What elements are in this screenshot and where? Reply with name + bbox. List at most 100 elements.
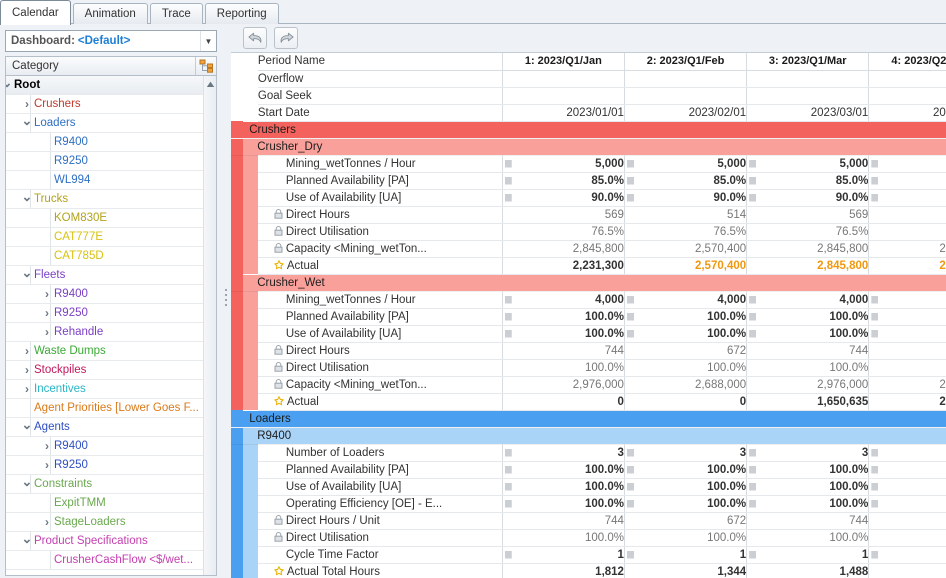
grid-subgroup-band[interactable]: Crusher_Dry	[231, 138, 946, 156]
tree-item-trucks[interactable]: ⌄ Trucks	[6, 190, 216, 209]
grid-cell[interactable]: 2,570,400	[624, 257, 748, 275]
grid-cell[interactable]: 90.0%	[624, 189, 748, 207]
grid-row-label[interactable]: Planned Availability [PA]	[257, 308, 503, 326]
grid-cell[interactable]: 2023/03/01	[746, 104, 870, 122]
grid-row-label[interactable]: Mining_wetTonnes / Hour	[257, 155, 503, 173]
grid-cell[interactable]: 100.0%	[624, 529, 748, 547]
grid-row-label[interactable]: Use of Availability [UA]	[257, 478, 503, 496]
grid-cell[interactable]: 720	[868, 563, 946, 578]
chevron-right-icon[interactable]: ›	[45, 458, 49, 472]
tab-animation[interactable]: Animation	[72, 3, 148, 26]
grid-cell[interactable]: 100.0%	[746, 495, 870, 513]
grid-cell[interactable]	[868, 70, 946, 88]
chevron-right-icon[interactable]: ›	[25, 382, 29, 396]
grid-cell[interactable]: 1,812	[502, 563, 625, 578]
tree-item-crushercashflow-wet[interactable]: CrusherCashFlow <$/wet...	[6, 551, 216, 570]
tab-calendar[interactable]: Calendar	[0, 0, 71, 25]
grid-cell[interactable]: 5,000	[502, 155, 625, 173]
grid-cell[interactable]: 76.5%	[502, 223, 625, 241]
tree-item-kom830e[interactable]: KOM830E	[6, 209, 216, 228]
grid-cell[interactable]: 672	[624, 512, 748, 530]
tree-item-agents[interactable]: ⌄ Agents	[6, 418, 216, 437]
grid-column-header[interactable]: 2: 2023/Q1/Feb	[624, 53, 748, 71]
grid-group-band[interactable]: Crushers	[231, 121, 946, 139]
tree-item-loaders[interactable]: ⌄ Loaders	[6, 114, 216, 133]
grid-cell[interactable]: 4,000	[746, 291, 870, 309]
tab-trace[interactable]: Trace	[149, 3, 203, 26]
tree-item-root[interactable]: ⌄Root	[6, 76, 216, 95]
grid-cell[interactable]: 100.0%	[746, 359, 870, 377]
chevron-right-icon[interactable]: ›	[45, 325, 49, 339]
grid-cell[interactable]: 569	[502, 206, 625, 224]
tree-item-r9250[interactable]: › R9250	[6, 456, 216, 475]
grid-cell[interactable]: 90.0%	[868, 189, 946, 207]
chevron-down-icon[interactable]: ⌄	[6, 76, 14, 89]
grid-cell[interactable]: 5,000	[868, 155, 946, 173]
grid-cell[interactable]: 2,845,800	[746, 257, 870, 275]
grid-cell[interactable]: 2023/01/01	[502, 104, 625, 122]
grid-cell[interactable]	[502, 87, 625, 105]
grid-cell[interactable]: 569	[746, 206, 870, 224]
grid-row-label[interactable]: Actual	[257, 257, 503, 275]
chevron-right-icon[interactable]: ›	[45, 515, 49, 529]
tree-item-waste-dumps[interactable]: › Waste Dumps	[6, 342, 216, 361]
grid-cell[interactable]: 85.0%	[868, 172, 946, 190]
grid-column-header[interactable]: 3: 2023/Q1/Mar	[746, 53, 870, 71]
chevron-down-icon[interactable]: ⌄	[21, 418, 33, 432]
tree-item-r9400[interactable]: R9400	[6, 133, 216, 152]
category-tree[interactable]: ⌄Root›Crushers⌄LoadersR9400R9250WL994⌄Tr…	[5, 76, 217, 576]
grid-cell[interactable]: 76.5%	[868, 223, 946, 241]
grid-cell[interactable]: 2023/02/01	[624, 104, 748, 122]
grid-cell[interactable]	[624, 87, 748, 105]
grid-cell[interactable]: 3	[746, 444, 870, 462]
grid-cell[interactable]: 100.0%	[624, 359, 748, 377]
grid-cell[interactable]: 2,754,000	[868, 240, 946, 258]
tree-item-expittmm[interactable]: ExpitTMM	[6, 494, 216, 513]
grid-cell[interactable]: 1,488	[746, 563, 870, 578]
grid-cell[interactable]: 85.0%	[624, 172, 748, 190]
grid-row-label[interactable]: Mining_wetTonnes / Hour	[257, 291, 503, 309]
grid-cell[interactable]: 1	[624, 546, 748, 564]
grid-row-label[interactable]: Direct Hours / Unit	[257, 512, 503, 530]
tree-item-r9400[interactable]: › R9400	[6, 285, 216, 304]
grid-row-label[interactable]: Number of Loaders	[257, 444, 503, 462]
grid-row-label[interactable]: Direct Utilisation	[257, 529, 503, 547]
grid-cell[interactable]: 85.0%	[746, 172, 870, 190]
grid-cell[interactable]: 100.0%	[624, 478, 748, 496]
chevron-down-icon[interactable]: ⌄	[21, 475, 33, 489]
tree-item-product-specifications[interactable]: ⌄ Product Specifications	[6, 532, 216, 551]
grid-row-label[interactable]: Planned Availability [PA]	[257, 172, 503, 190]
grid-cell[interactable]: 76.5%	[624, 223, 748, 241]
grid-cell[interactable]: 100.0%	[746, 308, 870, 326]
grid-cell[interactable]: 2,781,779	[868, 393, 946, 411]
grid-row-label[interactable]: Direct Hours	[257, 206, 503, 224]
grid-cell[interactable]: 100.0%	[868, 359, 946, 377]
grid-cell[interactable]: 85.0%	[502, 172, 625, 190]
hierarchy-icon[interactable]	[195, 57, 216, 75]
grid-cell[interactable]: 100.0%	[502, 529, 625, 547]
chevron-down-icon[interactable]: ⌄	[21, 190, 33, 204]
grid-cell[interactable]: 2,880,000	[868, 376, 946, 394]
chevron-down-icon[interactable]: ⌄	[21, 114, 33, 128]
grid-cell[interactable]: 1	[502, 546, 625, 564]
data-grid[interactable]: Period Name 1: 2023/Q1/Jan 2: 2023/Q1/Feb 3…	[231, 52, 946, 578]
grid-cell[interactable]: 100.0%	[624, 495, 748, 513]
redo-button[interactable]	[274, 27, 298, 49]
chevron-down-icon[interactable]: ▼	[200, 31, 216, 51]
grid-cell[interactable]: 100.0%	[502, 461, 625, 479]
grid-cell[interactable]: 672	[624, 342, 748, 360]
grid-cell[interactable]: 1,344	[624, 563, 748, 578]
chevron-down-icon[interactable]: ⌄	[21, 532, 33, 546]
grid-cell[interactable]: 100.0%	[868, 529, 946, 547]
tree-item-fleets[interactable]: ⌄ Fleets	[6, 266, 216, 285]
grid-cell[interactable]: 2,845,800	[502, 240, 625, 258]
grid-cell[interactable]: 744	[502, 512, 625, 530]
tree-item-crushers[interactable]: › Crushers	[6, 95, 216, 114]
tree-item-incentives[interactable]: › Incentives	[6, 380, 216, 399]
grid-cell[interactable]: 2,976,000	[502, 376, 625, 394]
grid-column-header[interactable]: 1: 2023/Q1/Jan	[502, 53, 625, 71]
tree-item-constraints[interactable]: ⌄ Constraints	[6, 475, 216, 494]
grid-cell[interactable]: 2,754,000	[868, 257, 946, 275]
grid-cell[interactable]: 2,845,800	[746, 240, 870, 258]
tree-item-stockpiles[interactable]: › Stockpiles	[6, 361, 216, 380]
